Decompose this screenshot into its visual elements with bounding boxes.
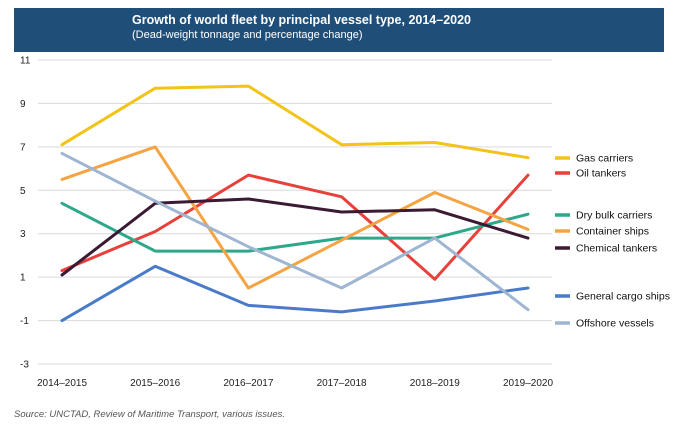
x-tick-label-3: 2017–2018 (317, 378, 367, 389)
legend-label-6: Offshore vessels (576, 318, 654, 330)
series-lines (60, 84, 530, 323)
series-line-dry-bulk-carriers (60, 201, 530, 253)
chart-title: Growth of world fleet by principal vesse… (132, 13, 472, 27)
x-tick-label-4: 2018–2019 (410, 378, 460, 389)
y-tick-label-2: 1 (20, 273, 26, 284)
x-tick-label-2: 2016–2017 (223, 378, 273, 389)
series-line-general-cargo-ships (60, 264, 530, 323)
legend-label-1: Oil tankers (576, 168, 626, 180)
y-tick-label-1: -1 (20, 316, 29, 327)
source-note: Source: UNCTAD, Review of Maritime Trans… (14, 409, 286, 420)
y-tick-label-4: 5 (20, 186, 26, 197)
series-line-container-ships (60, 145, 530, 290)
x-axis-ticks: 2014–2015 2015–2016 2016–2017 2017–2018 2018… (37, 378, 553, 389)
y-tick-label-6: 9 (20, 99, 26, 110)
y-tick-label-3: 3 (20, 229, 26, 240)
x-tick-label-5: 2019–2020 (503, 378, 553, 389)
legend-label-2: Dry bulk carriers (576, 210, 652, 222)
y-tick-label-7: 11 (20, 56, 31, 67)
y-tick-label-0: -3 (20, 360, 29, 371)
y-tick-label-5: 7 (20, 142, 26, 153)
legend-label-0: Gas carriers (576, 153, 633, 165)
series-line-chemical-tankers (60, 197, 530, 277)
series-line-gas-carriers (60, 84, 530, 160)
chart-title-bar: Growth of world fleet by principal vesse… (14, 8, 664, 52)
y-axis-ticks: -3 -1 1 3 5 7 9 11 (20, 56, 31, 371)
grid-lines (38, 59, 552, 365)
x-tick-label-1: 2015–2016 (130, 378, 180, 389)
legend: Gas carriers Oil tankers Dry bulk carriers… (555, 153, 670, 330)
x-tick-label-0: 2014–2015 (37, 378, 87, 389)
chart-subtitle: (Dead-weight tonnage and percentage chan… (132, 29, 363, 41)
legend-label-3: Container ships (576, 226, 649, 238)
legend-label-4: Chemical tankers (576, 243, 657, 255)
series-line-offshore-vessels (60, 151, 530, 312)
legend-label-5: General cargo ships (576, 291, 670, 303)
series-line-oil-tankers (60, 173, 530, 281)
